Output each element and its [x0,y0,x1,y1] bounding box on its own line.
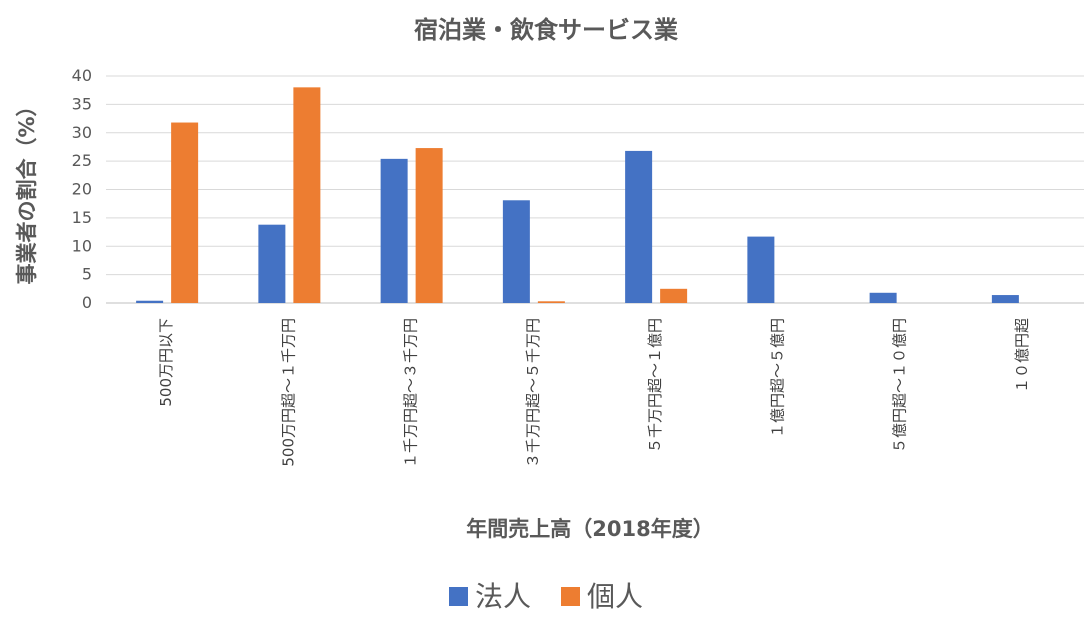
bars [136,87,1019,303]
x-category-label: 500万円超～１千万円 [279,318,297,467]
bar-corporate [258,224,286,303]
bar-corporate [869,292,897,303]
legend-swatch [449,587,468,606]
bar-corporate [747,236,775,303]
bar-corporate [136,300,164,303]
gridlines [106,75,1084,304]
x-category-label: ５億円超～１０億円 [891,318,909,453]
bar-individual [660,288,688,303]
legend-swatch [561,587,580,606]
bar-individual [293,87,321,303]
y-tick-label: 0 [82,293,92,312]
y-tick-label: 10 [72,236,92,255]
y-axis-ticks: 0 5 10 15 20 25 30 35 40 [72,66,92,312]
x-category-label: ５千万円超～１億円 [646,318,664,453]
bar-corporate [991,295,1019,303]
legend: 法人 個人 [449,580,643,613]
bar-corporate [502,200,530,303]
x-category-label: 500万円以下 [157,318,175,407]
y-tick-label: 15 [72,208,92,227]
x-category-label: １千万円超～３千万円 [402,318,420,468]
y-tick-label: 5 [82,265,92,284]
y-tick-label: 25 [72,151,92,170]
x-axis-category-labels: 500万円以下 500万円超～１千万円 １千万円超～３千万円 ３千万円超～５千万円 ５千… [157,318,1031,468]
y-axis-title: 事業者の割合（%） [15,95,39,284]
x-category-label: １億円超～５億円 [768,318,786,438]
bar-individual [171,122,199,303]
chart-title: 宿泊業・飲食サービス業 [414,16,678,44]
y-tick-label: 20 [72,180,92,199]
y-tick-label: 30 [72,123,92,142]
y-tick-label: 35 [72,94,92,113]
legend-label: 法人 [475,580,531,613]
legend-label: 個人 [587,580,643,613]
bar-corporate [625,150,653,303]
bar-individual [537,301,565,303]
x-category-label: ３千万円超～５千万円 [524,318,542,468]
x-category-label: １０億円超 [1013,318,1031,393]
x-axis-title: 年間売上高（2018年度） [466,517,713,541]
bar-individual [415,148,443,303]
bar-corporate [380,158,408,303]
y-tick-label: 40 [72,66,92,85]
